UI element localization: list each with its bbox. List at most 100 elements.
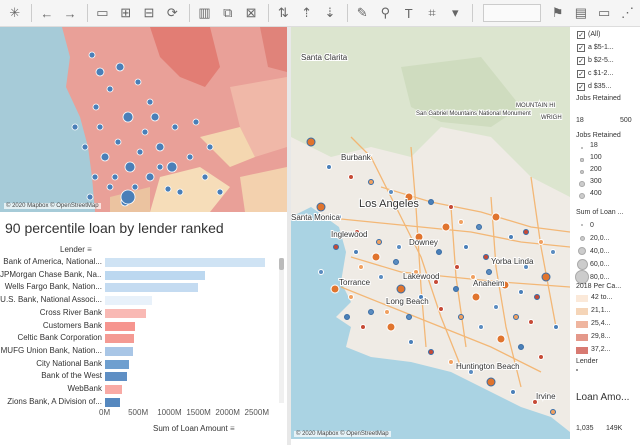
loan-marker[interactable]	[91, 173, 99, 181]
sort-desc-icon[interactable]: ⇣	[324, 5, 336, 20]
loan-marker[interactable]	[538, 354, 544, 360]
sort-icon[interactable]: ≡	[87, 245, 92, 254]
loan-marker[interactable]	[448, 359, 454, 365]
loan-marker[interactable]	[538, 239, 544, 245]
loan-marker[interactable]	[141, 128, 149, 136]
loan-marker[interactable]	[483, 254, 489, 260]
fit-icon[interactable]: ▾	[452, 5, 459, 20]
map-right-canvas[interactable]: Santa Clarita San Gabriel Mountains Natio…	[291, 27, 570, 439]
loan-marker[interactable]	[454, 264, 460, 270]
loan-marker[interactable]	[330, 284, 340, 294]
loan-marker[interactable]	[458, 219, 464, 225]
loan-marker[interactable]	[534, 294, 540, 300]
filter-item-label[interactable]: b $2-5...	[588, 57, 614, 64]
loan-marker[interactable]	[86, 193, 94, 201]
loan-marker[interactable]	[106, 85, 114, 93]
loan-marker[interactable]	[176, 188, 184, 196]
refresh-icon[interactable]: ⟳	[166, 5, 178, 20]
loan-marker[interactable]	[192, 118, 200, 126]
loan-marker[interactable]	[150, 112, 160, 122]
lender-label[interactable]: Bank of America, National...	[3, 257, 102, 266]
loan-marker[interactable]	[348, 294, 354, 300]
loan-marker[interactable]	[386, 322, 396, 332]
filter-checkbox[interactable]: ✓	[577, 31, 585, 39]
bar[interactable]	[105, 308, 146, 318]
loan-marker[interactable]	[550, 409, 556, 415]
label-icon[interactable]: T	[404, 5, 413, 21]
loan-marker[interactable]	[326, 164, 332, 170]
loan-marker[interactable]	[164, 185, 172, 193]
bar[interactable]	[105, 334, 135, 344]
loan-marker[interactable]	[476, 224, 482, 230]
loan-marker[interactable]	[428, 199, 434, 205]
loan-marker[interactable]	[171, 123, 179, 131]
loan-marker[interactable]	[470, 274, 476, 280]
loan-marker[interactable]	[418, 294, 424, 300]
loan-marker[interactable]	[318, 269, 324, 275]
filter-item-label[interactable]: c $1-2...	[588, 70, 614, 77]
format-icon[interactable]: ⌗	[428, 5, 436, 20]
loan-marker[interactable]	[406, 314, 412, 320]
loan-marker[interactable]	[368, 179, 374, 185]
lender-label[interactable]: JPMorgan Chase Bank, Na...	[0, 269, 102, 279]
loan-marker[interactable]	[134, 78, 142, 86]
bar[interactable]	[105, 385, 122, 394]
lender-label[interactable]: Bank of the West	[41, 371, 102, 381]
lender-label[interactable]: MUFG Union Bank, Nation...	[0, 345, 102, 355]
showme-icon[interactable]: ▤	[574, 5, 588, 20]
swap-icon[interactable]: ⇅	[277, 5, 289, 20]
loan-marker[interactable]	[491, 212, 501, 222]
loan-marker[interactable]	[500, 280, 510, 290]
loan-marker[interactable]	[358, 264, 364, 270]
loan-marker[interactable]	[508, 234, 514, 240]
pin-icon[interactable]: ⚑	[551, 5, 564, 20]
loan-marker[interactable]	[166, 161, 178, 173]
loan-marker[interactable]	[216, 188, 224, 196]
map-right-markers[interactable]	[306, 137, 559, 415]
loan-marker[interactable]	[92, 103, 100, 111]
loan-marker[interactable]	[333, 244, 339, 250]
loan-marker[interactable]	[408, 339, 414, 345]
chart-icon[interactable]: ▥	[198, 5, 211, 20]
loan-marker[interactable]	[122, 111, 134, 123]
lender-filter-box[interactable]	[576, 369, 578, 371]
loan-marker[interactable]	[186, 153, 194, 161]
loan-marker[interactable]	[513, 314, 519, 320]
loan-marker[interactable]	[463, 244, 469, 250]
loan-marker[interactable]	[428, 349, 434, 355]
lender-label[interactable]: Zions Bank, A Division of...	[7, 396, 102, 406]
bar[interactable]	[105, 321, 136, 331]
loan-marker[interactable]	[201, 173, 209, 181]
bar[interactable]	[105, 372, 128, 382]
loan-marker[interactable]	[344, 314, 350, 320]
map-left-canvas[interactable]	[0, 27, 287, 212]
loan-marker[interactable]	[353, 249, 359, 255]
loan-marker[interactable]	[453, 286, 459, 292]
map-los-angeles[interactable]: Santa Clarita San Gabriel Mountains Natio…	[291, 27, 570, 439]
loan-marker[interactable]	[523, 229, 529, 235]
loan-marker[interactable]	[96, 123, 104, 131]
loan-marker[interactable]	[378, 274, 384, 280]
loan-marker[interactable]	[124, 161, 136, 173]
loan-marker[interactable]	[553, 324, 559, 330]
filter-item-label[interactable]: a $5-1...	[588, 44, 614, 51]
loan-marker[interactable]	[336, 214, 342, 220]
loan-marker[interactable]	[360, 324, 366, 330]
loan-marker[interactable]	[206, 143, 214, 151]
loan-marker[interactable]	[371, 252, 381, 262]
bar[interactable]	[105, 346, 133, 356]
lender-column-header[interactable]: Lender ≡	[60, 245, 92, 254]
fit-dropdown[interactable]	[482, 4, 541, 22]
duplicate-icon[interactable]: ⧉	[223, 5, 233, 20]
filter-checkbox[interactable]: ✓	[577, 44, 585, 52]
loan-marker[interactable]	[496, 334, 506, 344]
bar[interactable]	[105, 359, 130, 369]
lender-label[interactable]: Cross River Bank	[39, 307, 102, 317]
loan-marker[interactable]	[316, 202, 326, 212]
bar[interactable]	[105, 258, 265, 267]
loan-marker[interactable]	[441, 222, 451, 232]
loan-marker[interactable]	[146, 98, 154, 106]
loan-marker[interactable]	[404, 192, 414, 202]
filter-checkbox[interactable]: ✓	[577, 83, 585, 91]
loan-marker[interactable]	[111, 173, 119, 181]
